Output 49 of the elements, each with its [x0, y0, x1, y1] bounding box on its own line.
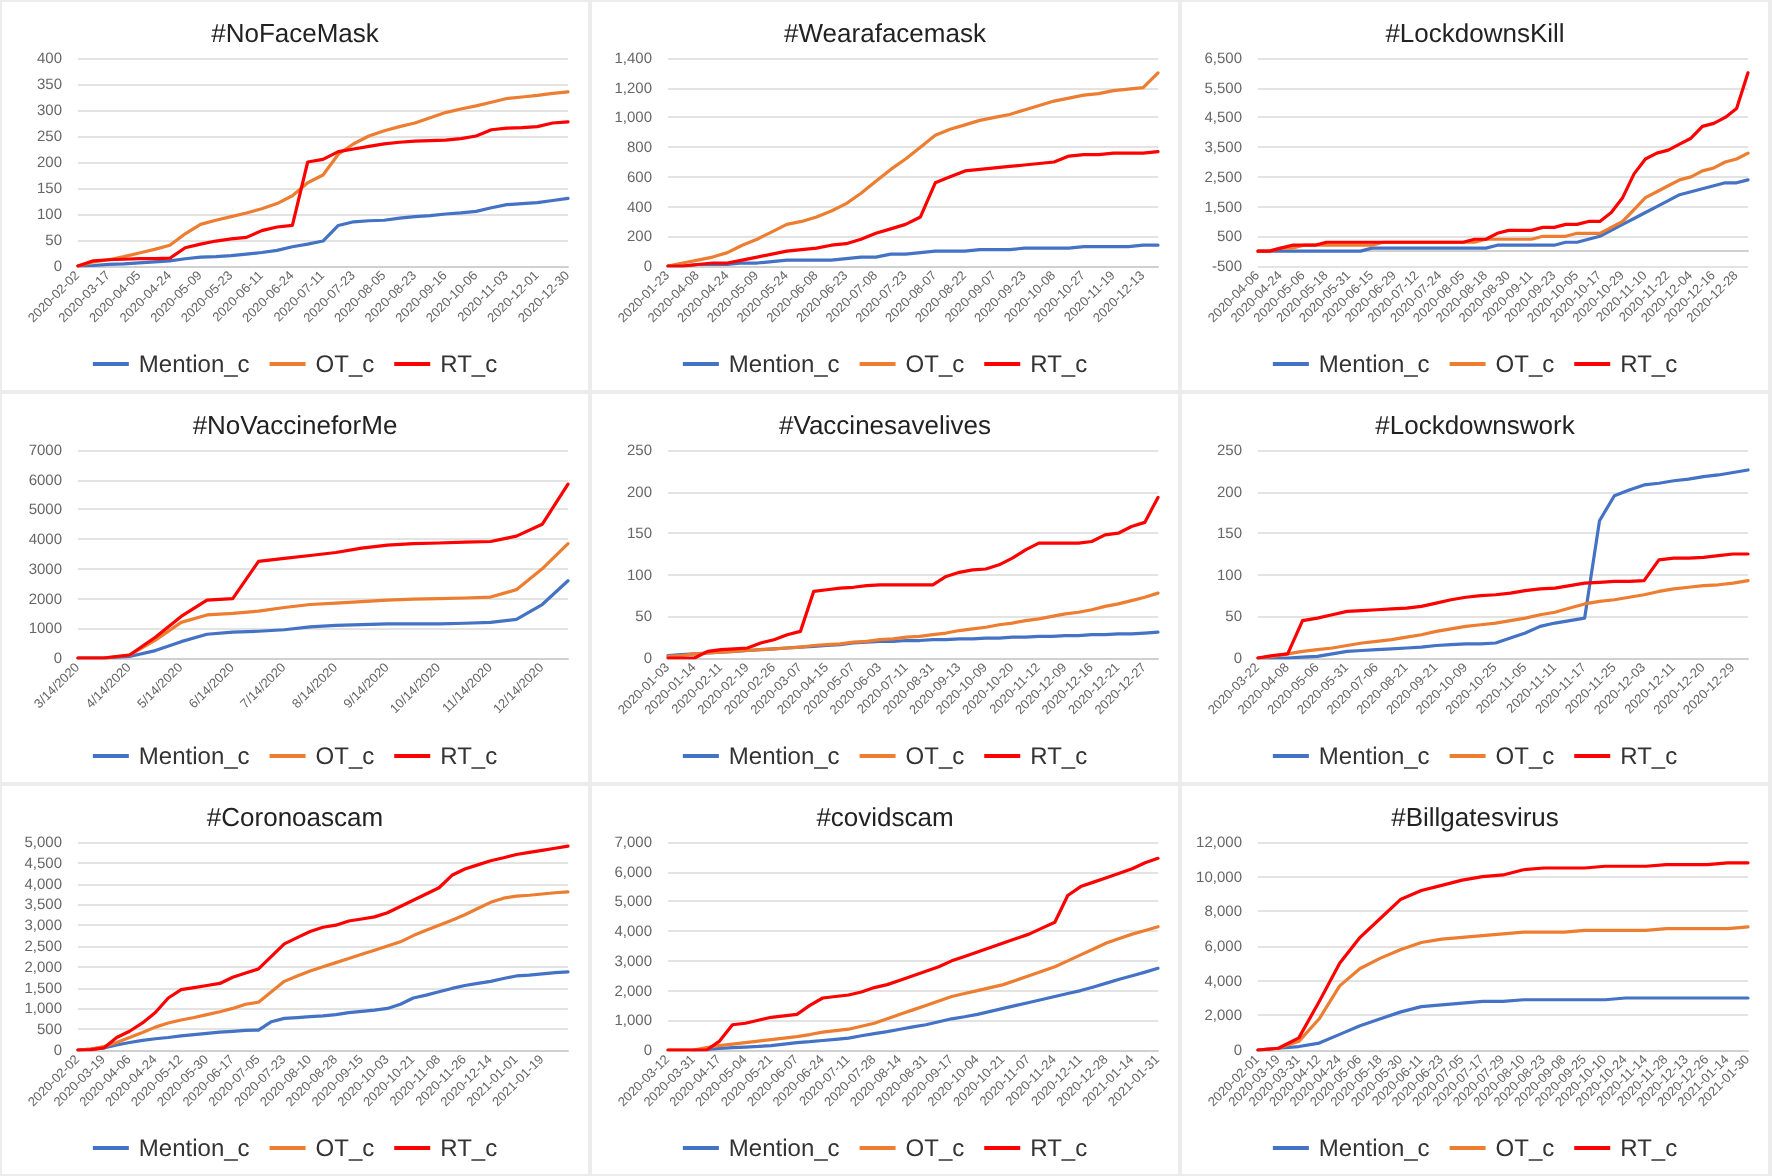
legend-label: OT_c — [905, 1134, 965, 1162]
legend-label: RT_c — [1620, 350, 1678, 378]
legend-label: RT_c — [1030, 350, 1088, 378]
legend-label: RT_c — [440, 742, 498, 770]
legend-label: Mention_c — [728, 350, 840, 378]
chart-title: #Vaccinesavelives — [779, 410, 992, 440]
legend-label: RT_c — [440, 1134, 498, 1162]
legend-label: OT_c — [315, 742, 375, 770]
chart-title: #Wearafacemask — [784, 18, 987, 48]
legend-label: OT_c — [905, 742, 965, 770]
legend-label: OT_c — [1495, 742, 1555, 770]
line-series — [76, 196, 570, 268]
line-series — [76, 844, 570, 1052]
legend-label: Mention_c — [1318, 350, 1430, 378]
legend-label: RT_c — [1030, 742, 1088, 770]
line-series — [666, 71, 1160, 268]
line-series — [666, 856, 1160, 1052]
line-series — [1256, 71, 1750, 253]
chart-title: #covidscam — [816, 802, 954, 832]
line-series — [76, 90, 570, 268]
line-series — [666, 591, 1160, 658]
legend-label: Mention_c — [1318, 742, 1430, 770]
chart-title: #LockdownsKill — [1385, 18, 1565, 48]
legend-label: Mention_c — [1318, 1134, 1430, 1162]
legend-label: OT_c — [905, 350, 965, 378]
legend-label: OT_c — [1495, 1134, 1555, 1162]
chart-title: #Lockdownswork — [1375, 410, 1576, 440]
legend-label: OT_c — [1495, 350, 1555, 378]
legend-label: RT_c — [1030, 1134, 1088, 1162]
line-series — [1256, 552, 1750, 660]
legend-label: RT_c — [1620, 1134, 1678, 1162]
legend-label: RT_c — [440, 350, 498, 378]
line-series — [666, 495, 1160, 660]
line-series — [666, 150, 1160, 268]
line-series — [76, 120, 570, 268]
line-series — [1256, 861, 1750, 1052]
chart-title: #NoVaccineforMe — [192, 410, 398, 440]
legend-label: Mention_c — [728, 1134, 840, 1162]
legend-label: Mention_c — [138, 350, 250, 378]
legend-label: Mention_c — [138, 1134, 250, 1162]
legend-label: OT_c — [315, 350, 375, 378]
chart-title: #Coronoascam — [206, 802, 384, 832]
legend-label: RT_c — [1620, 742, 1678, 770]
legend-label: Mention_c — [728, 742, 840, 770]
chart-title: #NoFaceMask — [211, 18, 380, 48]
legend-label: OT_c — [315, 1134, 375, 1162]
legend-label: Mention_c — [138, 742, 250, 770]
chart-title: #Billgatesvirus — [1391, 802, 1560, 832]
line-series — [76, 482, 570, 660]
